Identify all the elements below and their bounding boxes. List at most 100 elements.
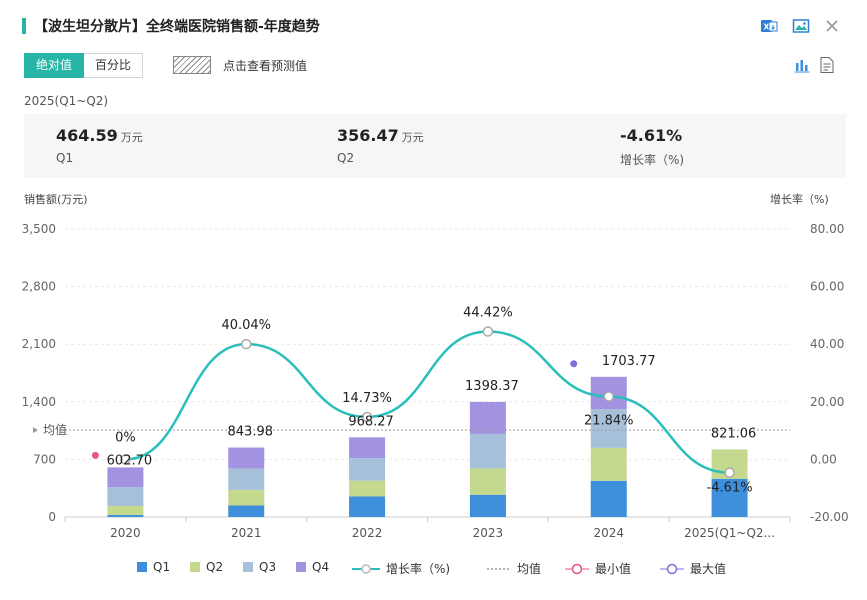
growth-value-label: 0%	[115, 430, 136, 445]
growth-value-label: -4.61%	[707, 481, 753, 496]
growth-value-label: 21.84%	[584, 414, 634, 429]
image-icon[interactable]	[791, 16, 811, 36]
y-tick-label: 2,100	[22, 337, 56, 351]
min-marker	[91, 451, 99, 459]
x-tick-label: 2022	[352, 526, 383, 540]
bar-q4	[228, 447, 265, 469]
legend-item-q1[interactable]: Q1	[137, 560, 170, 574]
bar-q1	[590, 480, 627, 517]
stat-value: 464.59	[56, 126, 118, 145]
total-value-label: 1398.37	[465, 379, 519, 394]
total-value-label: 968.27	[348, 414, 394, 429]
bar-q4	[107, 467, 144, 488]
sales-trend-chart: 0 -20.00 700 0.00 1,400 20.00 2,100 40.00 2,800 6…	[22, 222, 849, 540]
legend-item-q2[interactable]: Q2	[190, 560, 223, 574]
y-tick-label: 2,800	[22, 280, 56, 294]
bar-q1	[711, 478, 748, 517]
legend-line-marker-icon	[352, 563, 380, 574]
excel-icon[interactable]: X	[759, 16, 779, 36]
legend-label: 均值	[517, 562, 542, 576]
legend-dotted-line-icon	[487, 567, 509, 570]
bar-chart-icon[interactable]	[793, 56, 811, 78]
growth-point	[482, 326, 494, 337]
bar-q1	[349, 496, 386, 517]
legend-swatch-q2	[190, 562, 200, 572]
chart-title: 【波生坦分散片】全终端医院销售额-年度趋势	[34, 19, 320, 35]
document-icon[interactable]	[819, 56, 835, 78]
total-value-label: 843.98	[228, 425, 274, 440]
legend-circle-marker-icon	[660, 563, 684, 574]
growth-value-label: 44.42%	[463, 305, 513, 320]
legend-circle-marker-icon	[565, 563, 589, 574]
stat-growth: -4.61% 增长率（%)	[620, 126, 684, 168]
bar-q3	[469, 433, 506, 469]
legend-label: 最大值	[690, 562, 727, 576]
x-tick-label: 2021	[231, 526, 262, 540]
stat-unit: 万元	[120, 131, 143, 144]
total-value-label: 602.70	[107, 453, 153, 468]
close-icon[interactable]	[822, 16, 842, 36]
legend-swatch-q1	[137, 562, 147, 572]
legend-swatch-q3	[243, 562, 253, 572]
growth-point	[603, 391, 614, 402]
forecast-toggle[interactable]: 点击查看预测值	[173, 56, 307, 74]
y-tick-label: 0	[48, 510, 56, 524]
bar-q3	[228, 468, 265, 490]
growth-line	[125, 330, 730, 474]
y-axis-title: 销售额(万元)	[24, 193, 88, 206]
y2-axis-title: 增长率（%)	[770, 193, 829, 206]
mean-label: 均值	[43, 422, 67, 437]
stat-q2: 356.47 万元 Q2	[337, 126, 424, 165]
bar-q2	[107, 505, 144, 516]
chart-header: 【波生坦分散片】全终端医院销售额-年度趋势 X	[22, 12, 852, 42]
stat-unit: 万元	[401, 131, 424, 144]
y-tick-label: 3,500	[22, 222, 56, 236]
x-tick-label: 2020	[110, 526, 141, 540]
legend-item-min[interactable]: 最小值	[565, 560, 631, 577]
y2-tick-label: 40.00	[810, 337, 844, 351]
stat-label: Q2	[337, 151, 355, 165]
max-marker	[570, 360, 578, 368]
legend-item-max[interactable]: 最大值	[660, 560, 726, 577]
x-tick-label: 2023	[473, 526, 504, 540]
bar-q4	[469, 401, 506, 434]
stat-value: -4.61%	[620, 126, 683, 145]
y2-tick-label: 80.00	[810, 222, 844, 236]
legend-item-q4[interactable]: Q4	[296, 560, 329, 574]
tab-absolute[interactable]: 绝对值	[24, 53, 85, 78]
legend-label: Q2	[206, 560, 224, 574]
legend-label: 最小值	[595, 562, 632, 576]
bar-q1	[228, 505, 265, 517]
legend-item-mean[interactable]: 均值	[487, 560, 541, 577]
stat-label: Q1	[56, 151, 74, 165]
bar-q3	[590, 409, 627, 448]
y-tick-label: 1,400	[22, 395, 56, 409]
bar-q4	[349, 437, 386, 459]
y2-tick-label: -20.00	[810, 510, 849, 524]
bar-q1	[107, 515, 144, 517]
x-tick-label: 2024	[593, 526, 624, 540]
legend-item-q3[interactable]: Q3	[243, 560, 276, 574]
legend-label: Q3	[259, 560, 277, 574]
total-value-label: 821.06	[711, 426, 757, 441]
bar-q2	[349, 480, 386, 497]
legend-label: Q1	[153, 560, 171, 574]
bar-q2	[590, 447, 627, 481]
total-value-label: 1703.77	[602, 354, 656, 369]
growth-value-label: 14.73%	[342, 391, 392, 406]
growth-point	[361, 411, 373, 423]
legend-label: 增长率（%)	[386, 562, 451, 576]
tab-percentage[interactable]: 百分比	[84, 53, 144, 78]
legend-swatch-q4	[296, 562, 306, 572]
stat-value: 356.47	[337, 126, 399, 145]
growth-value-label: 40.04%	[221, 318, 271, 333]
bar-q2	[228, 489, 265, 506]
svg-text:X: X	[763, 23, 770, 32]
legend-label: Q4	[312, 560, 330, 574]
legend-item-growth[interactable]: 增长率（%)	[352, 560, 450, 577]
bar-q2	[469, 468, 506, 495]
period-label: 2025(Q1~Q2)	[24, 94, 109, 108]
forecast-hatch-swatch	[173, 56, 211, 74]
stat-label: 增长率（%)	[620, 153, 685, 167]
growth-point	[120, 454, 131, 465]
